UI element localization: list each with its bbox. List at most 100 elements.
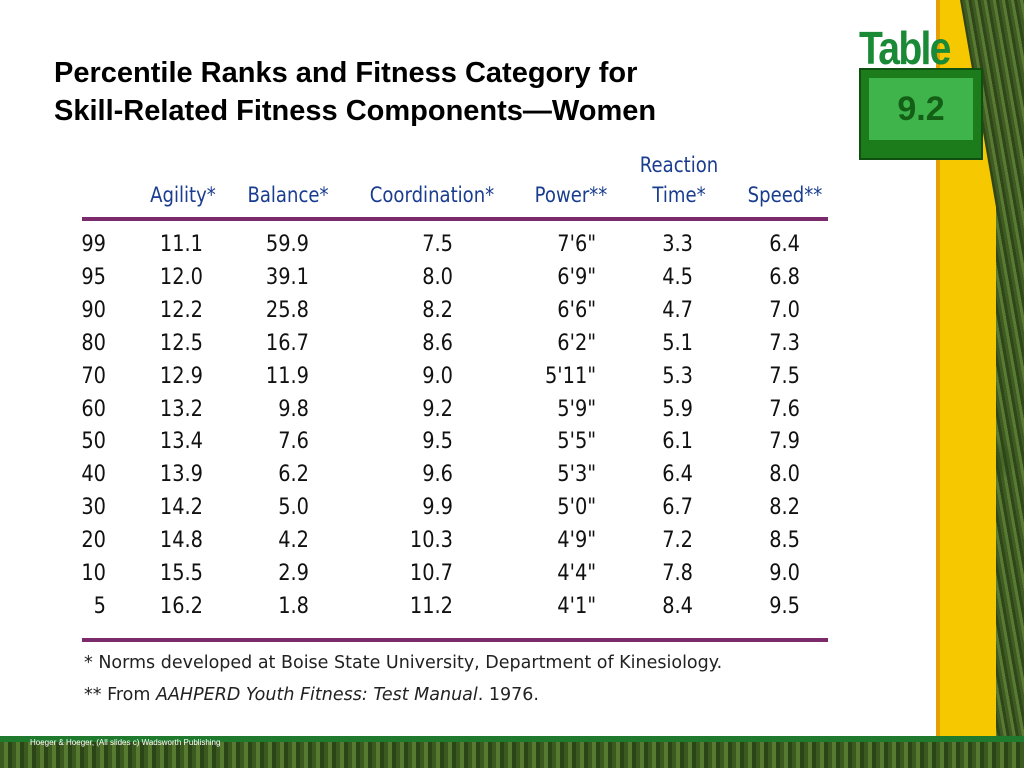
header-reaction: Reaction: [639, 153, 719, 177]
cell-balance: 1.8: [278, 593, 309, 619]
cell-percentile: 90: [81, 297, 106, 323]
table-top-rule: [82, 217, 828, 221]
cell-coordination: 9.5: [422, 429, 453, 455]
header-balance: Balance*: [247, 183, 329, 207]
slide-panel: [0, 0, 936, 740]
cell-percentile: 60: [81, 396, 106, 422]
header-power: Power**: [534, 183, 608, 207]
cell-agility: 16.2: [159, 593, 203, 619]
cell-power: 4'9": [557, 528, 596, 554]
cell-coordination: 8.0: [422, 264, 453, 290]
header-agility: Agility*: [150, 183, 216, 207]
slide-title: Percentile Ranks and Fitness Category fo…: [54, 54, 814, 130]
cell-speed: 7.3: [769, 330, 800, 356]
grass-bottom-strip: [0, 738, 1024, 768]
cell-speed: 7.5: [769, 363, 800, 389]
cell-coordination: 8.2: [422, 297, 453, 323]
cell-power: 7'6": [557, 232, 596, 257]
footnote-2-prefix: ** From: [84, 685, 156, 705]
cell-coordination: 9.9: [422, 495, 453, 521]
badge-box: 9.2: [859, 68, 983, 160]
cell-balance: 4.2: [278, 528, 309, 554]
cell-agility: 12.9: [159, 363, 203, 389]
cell-reaction-time: 6.4: [662, 462, 693, 488]
cell-agility: 12.5: [159, 330, 203, 356]
cell-coordination: 10.3: [409, 528, 453, 554]
cell-power: 5'5": [557, 429, 596, 455]
cell-speed: 8.5: [769, 528, 800, 554]
cell-power: 6'2": [557, 330, 596, 356]
cell-percentile: 80: [81, 330, 106, 356]
cell-speed: 6.8: [769, 264, 800, 290]
cell-percentile: 70: [81, 363, 106, 389]
badge-number: 9.2: [869, 78, 973, 140]
cell-agility: 11.1: [159, 232, 203, 257]
cell-power: 6'6": [557, 297, 596, 323]
cell-speed: 8.0: [769, 462, 800, 488]
cell-coordination: 9.0: [422, 363, 453, 389]
cell-speed: 7.0: [769, 297, 800, 323]
cell-agility: 14.2: [159, 495, 203, 521]
orange-edge-line: [936, 0, 940, 740]
cell-reaction-time: 7.2: [662, 528, 693, 554]
cell-percentile: 10: [81, 561, 106, 586]
cell-balance: 39.1: [265, 264, 309, 290]
cell-power: 4'1": [557, 593, 596, 619]
cell-percentile: 99: [81, 232, 106, 257]
cell-balance: 59.9: [265, 232, 309, 257]
cell-speed: 7.9: [769, 429, 800, 455]
cell-balance: 9.8: [278, 396, 309, 422]
cell-agility: 12.2: [159, 297, 203, 323]
cell-reaction-time: 5.9: [662, 396, 693, 422]
cell-reaction-time: 3.3: [662, 232, 693, 257]
cell-reaction-time: 7.8: [662, 561, 693, 586]
cell-power: 5'11": [544, 363, 596, 389]
cell-reaction-time: 5.1: [662, 330, 693, 356]
footnote-1: * Norms developed at Boise State Univers…: [84, 653, 723, 673]
cell-reaction-time: 5.3: [662, 363, 693, 389]
footnote-2: ** From AAHPERD Youth Fitness: Test Manu…: [84, 685, 844, 705]
cell-reaction-time: 4.5: [662, 264, 693, 290]
cell-coordination: 7.5: [422, 232, 453, 257]
title-line-1: Percentile Ranks and Fitness Category fo…: [54, 57, 638, 89]
cell-speed: 9.5: [769, 593, 800, 619]
green-footer-line: [0, 736, 1024, 742]
cell-power: 5'0": [557, 495, 596, 521]
cell-coordination: 11.2: [409, 593, 453, 619]
cell-power: 6'9": [557, 264, 596, 290]
cell-power: 5'9": [557, 396, 596, 422]
cell-percentile: 95: [81, 264, 106, 290]
cell-coordination: 9.2: [422, 396, 453, 422]
table-badge: Table 9.2: [859, 22, 987, 164]
cell-balance: 16.7: [265, 330, 309, 356]
cell-percentile: 40: [81, 462, 106, 488]
cell-coordination: 10.7: [409, 561, 453, 586]
title-line-2: Skill-Related Fitness Components—Women: [54, 95, 657, 127]
cell-agility: 15.5: [159, 561, 203, 586]
copyright-text: Hoeger & Hoeger, (All slides c) Wadswort…: [30, 738, 221, 747]
cell-coordination: 9.6: [422, 462, 453, 488]
cell-agility: 13.2: [159, 396, 203, 422]
header-coordination: Coordination*: [369, 183, 495, 207]
cell-speed: 6.4: [769, 232, 800, 257]
cell-percentile: 5: [93, 593, 106, 619]
cell-percentile: 20: [81, 528, 106, 554]
cell-power: 4'4": [557, 561, 596, 586]
header-speed: Speed**: [747, 183, 823, 207]
cell-coordination: 8.6: [422, 330, 453, 356]
badge-word: Table: [859, 22, 951, 74]
header-time: Time*: [652, 183, 706, 207]
cell-reaction-time: 6.1: [662, 429, 693, 455]
footnote-2-title: AAHPERD Youth Fitness: Test Manual: [155, 685, 478, 705]
cell-balance: 2.9: [278, 561, 309, 586]
cell-balance: 6.2: [278, 462, 309, 488]
cell-reaction-time: 8.4: [662, 593, 693, 619]
cell-balance: 7.6: [278, 429, 309, 455]
cell-power: 5'3": [557, 462, 596, 488]
cell-agility: 12.0: [159, 264, 203, 290]
cell-agility: 14.8: [159, 528, 203, 554]
cell-balance: 5.0: [278, 495, 309, 521]
cell-speed: 9.0: [769, 561, 800, 586]
cell-balance: 25.8: [265, 297, 309, 323]
cell-agility: 13.9: [159, 462, 203, 488]
